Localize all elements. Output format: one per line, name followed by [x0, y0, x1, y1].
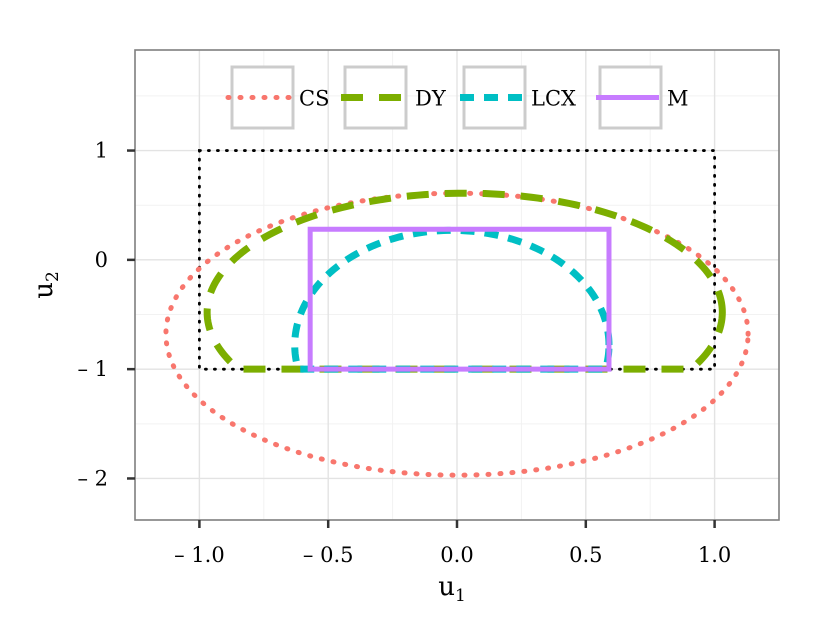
x-tick-label: 0.5: [569, 543, 602, 567]
x-axis-title: u1: [438, 572, 466, 606]
legend-label-m: M: [667, 87, 689, 111]
x-tick-label: 1.0: [698, 543, 731, 567]
y-axis-title-sub: 2: [43, 271, 63, 282]
series-layer: [163, 189, 751, 478]
x-tick-label: 0.0: [440, 543, 473, 567]
y-tick-label: 1: [95, 139, 108, 163]
y-axis-ticks: – 2 – 1 0 1: [77, 139, 135, 490]
legend: CS DY LCX M: [225, 65, 689, 130]
y-axis-title: u2: [29, 271, 63, 299]
legend-label-lcx: LCX: [531, 87, 576, 111]
y-axis-title-main: u: [29, 282, 59, 299]
series-line-m: [307, 226, 612, 372]
legend-label-cs: CS: [299, 87, 329, 111]
x-axis-title-main: u: [438, 572, 455, 602]
x-tick-label: – 1.0: [174, 543, 225, 567]
y-tick-label: – 2: [77, 466, 108, 490]
legend-label-dy: DY: [415, 87, 447, 111]
y-tick-label: 0: [95, 248, 108, 272]
x-axis-ticks: – 1.0 – 0.5 0.0 0.5 1.0: [174, 520, 731, 567]
x-tick-label: – 0.5: [303, 543, 354, 567]
x-axis-title-sub: 1: [455, 586, 466, 606]
y-tick-label: – 1: [77, 357, 108, 381]
